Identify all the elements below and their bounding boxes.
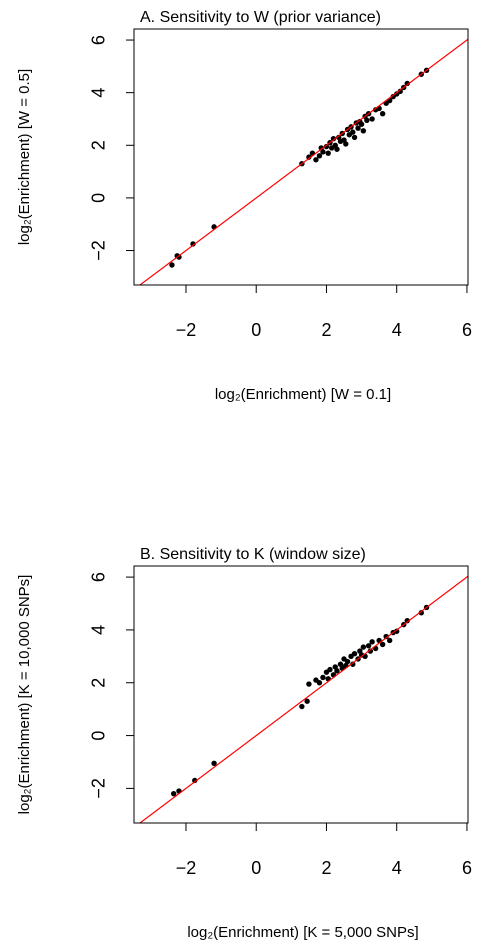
point [176, 254, 182, 260]
plot-frame [133, 565, 469, 824]
point [367, 648, 374, 654]
point [404, 617, 410, 624]
point [170, 790, 177, 797]
y-tick-label: 6 [89, 35, 109, 45]
point [386, 637, 393, 644]
point [350, 661, 356, 667]
y-tick-label: 6 [89, 572, 109, 582]
point [316, 153, 323, 159]
y-axis-label: log₂(Enrichment) [K = 10,000 SNPs] [16, 575, 33, 815]
point [404, 80, 410, 87]
point [344, 658, 351, 665]
point [330, 136, 337, 142]
identity-line [138, 38, 468, 285]
x-tick-label: −2 [176, 320, 197, 340]
y-tick-label: −2 [89, 240, 109, 261]
point [327, 666, 333, 673]
point [360, 644, 367, 650]
point [320, 149, 326, 155]
x-tick-label: 6 [462, 858, 472, 878]
x-tick-label: 4 [392, 858, 402, 878]
point [418, 610, 424, 616]
x-tick-label: 0 [251, 320, 261, 340]
point [306, 681, 312, 687]
x-tick-label: 2 [321, 320, 331, 340]
point [369, 639, 375, 645]
point [320, 674, 326, 681]
point [397, 88, 403, 95]
point [351, 650, 358, 657]
x-axis-label: log₂(Enrichment) [W = 0.1] [215, 386, 391, 403]
point [358, 121, 365, 127]
point [364, 117, 370, 123]
point [379, 641, 386, 648]
point [343, 141, 349, 147]
chart-panel: B. Sensitivity to K (window size) −2 0 2 4 6 −… [16, 546, 472, 941]
y-tick-label: 2 [89, 678, 109, 688]
x-tick-label: 4 [392, 320, 402, 340]
point [169, 262, 175, 268]
point [313, 157, 319, 163]
x-tick-label: −2 [176, 858, 197, 878]
point [365, 643, 372, 649]
point [369, 116, 375, 122]
x-tick-label: 0 [251, 858, 261, 878]
chart-panel: A. Sensitivity to W (prior variance) −2 0 2… [16, 9, 472, 403]
point [323, 143, 330, 150]
point [299, 703, 305, 710]
point [316, 680, 323, 686]
chart-title: B. Sensitivity to K (window size) [140, 546, 366, 563]
point [306, 154, 312, 160]
point [394, 628, 400, 634]
point [355, 125, 361, 131]
point [350, 129, 356, 135]
x-tick-label: 2 [321, 858, 331, 878]
y-tick-label: 2 [89, 140, 109, 150]
y-tick-label: 4 [89, 625, 109, 635]
point [379, 111, 386, 117]
point [190, 241, 196, 247]
x-tick-label: 6 [462, 320, 472, 340]
point [192, 777, 198, 784]
point [383, 633, 389, 640]
chart-title: A. Sensitivity to W (prior variance) [140, 9, 381, 26]
y-tick-label: 4 [89, 88, 109, 98]
point [304, 698, 310, 704]
point [334, 668, 340, 674]
point [334, 146, 340, 152]
plot-frame [133, 28, 469, 286]
point [325, 150, 331, 156]
y-tick-label: −2 [89, 778, 109, 799]
y-axis-label: log₂(Enrichment) [W = 0.5] [16, 69, 33, 245]
y-tick-label: 0 [89, 193, 109, 203]
y-tick-label: 0 [89, 731, 109, 741]
point [211, 760, 217, 767]
point [351, 134, 358, 141]
point [360, 128, 367, 134]
identity-line [138, 575, 468, 823]
x-axis-label: log₂(Enrichment) [K = 5,000 SNPs] [187, 924, 418, 941]
